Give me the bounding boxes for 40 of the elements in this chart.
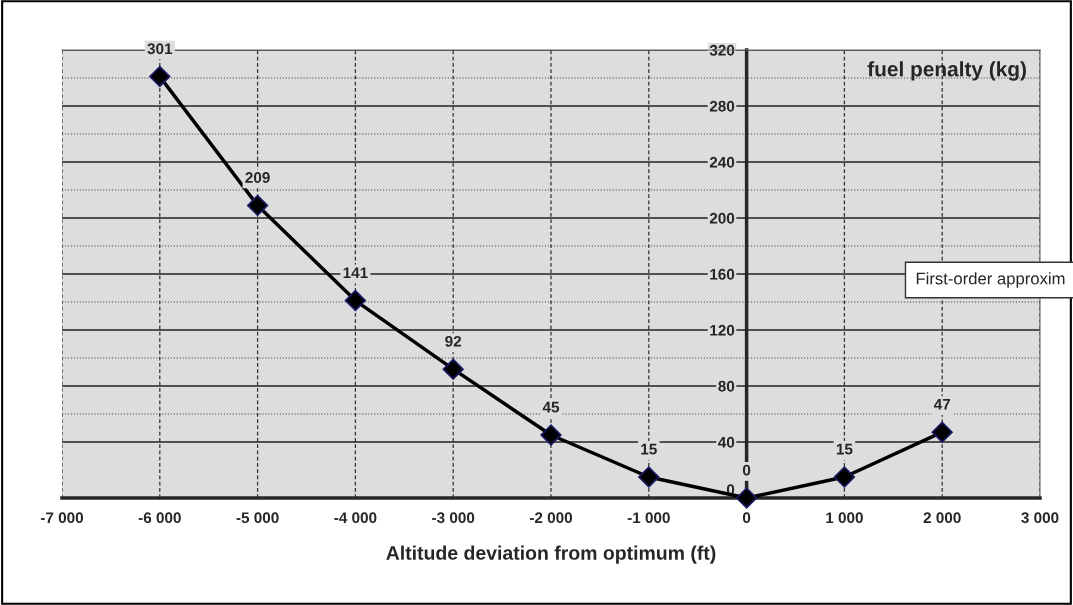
x-tick-label: -1 000 bbox=[627, 512, 670, 524]
data-label: 92 bbox=[445, 335, 462, 347]
x-tick-label: -4 000 bbox=[334, 512, 377, 524]
data-label: 15 bbox=[641, 443, 657, 455]
point bbox=[735, 487, 758, 509]
data-label: 45 bbox=[542, 401, 560, 413]
x-axis-title: Altitude deviation from optimum (ft) bbox=[386, 545, 716, 564]
x-tick-label: -6 000 bbox=[138, 512, 181, 524]
y-tick-label: 240 bbox=[709, 156, 735, 168]
data-label: 301 bbox=[147, 43, 173, 55]
y-tick-label: 280 bbox=[709, 100, 735, 112]
y-tick-label: 320 bbox=[709, 44, 735, 56]
data-label: 141 bbox=[343, 267, 368, 278]
x-tick-label: 0 bbox=[742, 512, 751, 524]
y-tick-label: 160 bbox=[710, 268, 735, 280]
data-label: 15 bbox=[836, 443, 853, 455]
data-label: 209 bbox=[245, 172, 270, 183]
y-tick-label: 80 bbox=[718, 380, 735, 392]
point bbox=[638, 466, 660, 488]
x-tick-label: -5 000 bbox=[236, 512, 279, 524]
annotation: First-order approxim bbox=[916, 272, 1065, 288]
x-tick-label: 2 000 bbox=[923, 512, 961, 524]
y-tick-label: 40 bbox=[718, 436, 735, 448]
point bbox=[149, 65, 171, 88]
y-tick-label: 120 bbox=[710, 324, 735, 336]
point bbox=[442, 358, 464, 380]
data-label: 0 bbox=[742, 464, 751, 476]
y-tick-label: 200 bbox=[709, 212, 735, 224]
point bbox=[246, 194, 269, 217]
point bbox=[540, 424, 562, 446]
data-label: 47 bbox=[933, 399, 951, 410]
x-tick-label: -7 000 bbox=[40, 512, 84, 524]
x-tick-label: 3 000 bbox=[1021, 512, 1059, 524]
point bbox=[833, 466, 856, 488]
point bbox=[931, 421, 953, 443]
x-tick-label: -3 000 bbox=[432, 512, 475, 524]
y-axis-title: fuel penalty (kg) bbox=[867, 61, 1026, 81]
x-tick-label: -2 000 bbox=[529, 512, 573, 524]
point bbox=[344, 289, 367, 312]
x-tick-label: 1 000 bbox=[826, 512, 863, 524]
